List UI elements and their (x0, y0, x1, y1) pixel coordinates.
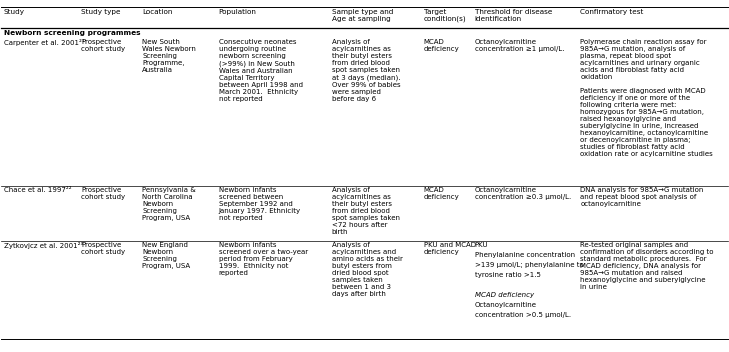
Text: Octanoylcarnitine
concentration ≥0.3 μmol/L.: Octanoylcarnitine concentration ≥0.3 μmo… (475, 187, 571, 200)
Text: Target
condition(s): Target condition(s) (424, 9, 466, 22)
Text: concentration >0.5 μmol/L.: concentration >0.5 μmol/L. (475, 312, 571, 318)
Text: Newborn infants
screened between
September 1992 and
January 1997. Ethnicity
not : Newborn infants screened between Septemb… (219, 187, 301, 221)
Text: PKU: PKU (475, 242, 488, 248)
Text: New South
Wales Newborn
Screening
Programme,
Australia: New South Wales Newborn Screening Progra… (142, 39, 196, 74)
Text: Polymerase chain reaction assay for
985A→G mutation, analysis of
plasma, repeat : Polymerase chain reaction assay for 985A… (580, 39, 713, 157)
Text: Chace et al. 1997²²: Chace et al. 1997²² (4, 187, 71, 193)
Text: Re-tested original samples and
confirmation of disorders according to
standard m: Re-tested original samples and confirmat… (580, 242, 714, 290)
Text: Location: Location (142, 9, 173, 15)
Text: Analysis of
acylcarnitines as
their butyl esters
from dried blood
spot samples t: Analysis of acylcarnitines as their buty… (332, 187, 399, 235)
Text: Newborn screening programmes: Newborn screening programmes (4, 30, 140, 36)
Text: DNA analysis for 985A→G mutation
and repeat blood spot analysis of
octanoylcarni: DNA analysis for 985A→G mutation and rep… (580, 187, 703, 207)
Text: MCAD
deficiency: MCAD deficiency (424, 39, 459, 52)
Text: Pennsylvania &
North Carolina
Newborn
Screening
Program, USA: Pennsylvania & North Carolina Newborn Sc… (142, 187, 196, 221)
Text: Analysis of
acylcarnitines as
their butyl esters
from dried blood
spot samples t: Analysis of acylcarnitines as their buty… (332, 39, 400, 102)
Text: Octanoylcarnitine
concentration ≥1 μmol/L.: Octanoylcarnitine concentration ≥1 μmol/… (475, 39, 564, 52)
Text: Study: Study (4, 9, 25, 15)
Text: Phenylalanine concentration: Phenylalanine concentration (475, 252, 574, 258)
Text: Prospective
cohort study: Prospective cohort study (81, 187, 125, 200)
Text: Threshold for disease
identification: Threshold for disease identification (475, 9, 552, 22)
Text: >139 μmol/L; phenylalanine to: >139 μmol/L; phenylalanine to (475, 262, 583, 268)
Text: Octanoylcarnitine: Octanoylcarnitine (475, 302, 537, 308)
Text: Consecutive neonates
undergoing routine
newborn screening
(>99%) in New South
Wa: Consecutive neonates undergoing routine … (219, 39, 303, 102)
Text: Population: Population (219, 9, 257, 15)
Text: Analysis of
acylcarnitines and
amino acids as their
butyl esters from
dried bloo: Analysis of acylcarnitines and amino aci… (332, 242, 402, 297)
Text: PKU and MCAD
deficiency: PKU and MCAD deficiency (424, 242, 475, 255)
Text: Carpenter et al. 2001²¹: Carpenter et al. 2001²¹ (4, 39, 85, 46)
Text: Sample type and
Age at sampling: Sample type and Age at sampling (332, 9, 393, 22)
Text: Prospective
cohort study: Prospective cohort study (81, 242, 125, 255)
Text: New England
Newborn
Screening
Program, USA: New England Newborn Screening Program, U… (142, 242, 190, 269)
Text: Confirmatory test: Confirmatory test (580, 9, 644, 15)
Text: Zytkovjcz et al. 2001²³: Zytkovjcz et al. 2001²³ (4, 242, 83, 249)
Text: Newborn infants
screened over a two-year
period from February
1999.  Ethnicity n: Newborn infants screened over a two-year… (219, 242, 308, 276)
Text: Prospective
cohort study: Prospective cohort study (81, 39, 125, 52)
Text: Study type: Study type (81, 9, 120, 15)
Text: tyrosine ratio >1.5: tyrosine ratio >1.5 (475, 272, 540, 278)
Text: MCAD
deficiency: MCAD deficiency (424, 187, 459, 200)
Text: MCAD deficiency: MCAD deficiency (475, 292, 534, 298)
